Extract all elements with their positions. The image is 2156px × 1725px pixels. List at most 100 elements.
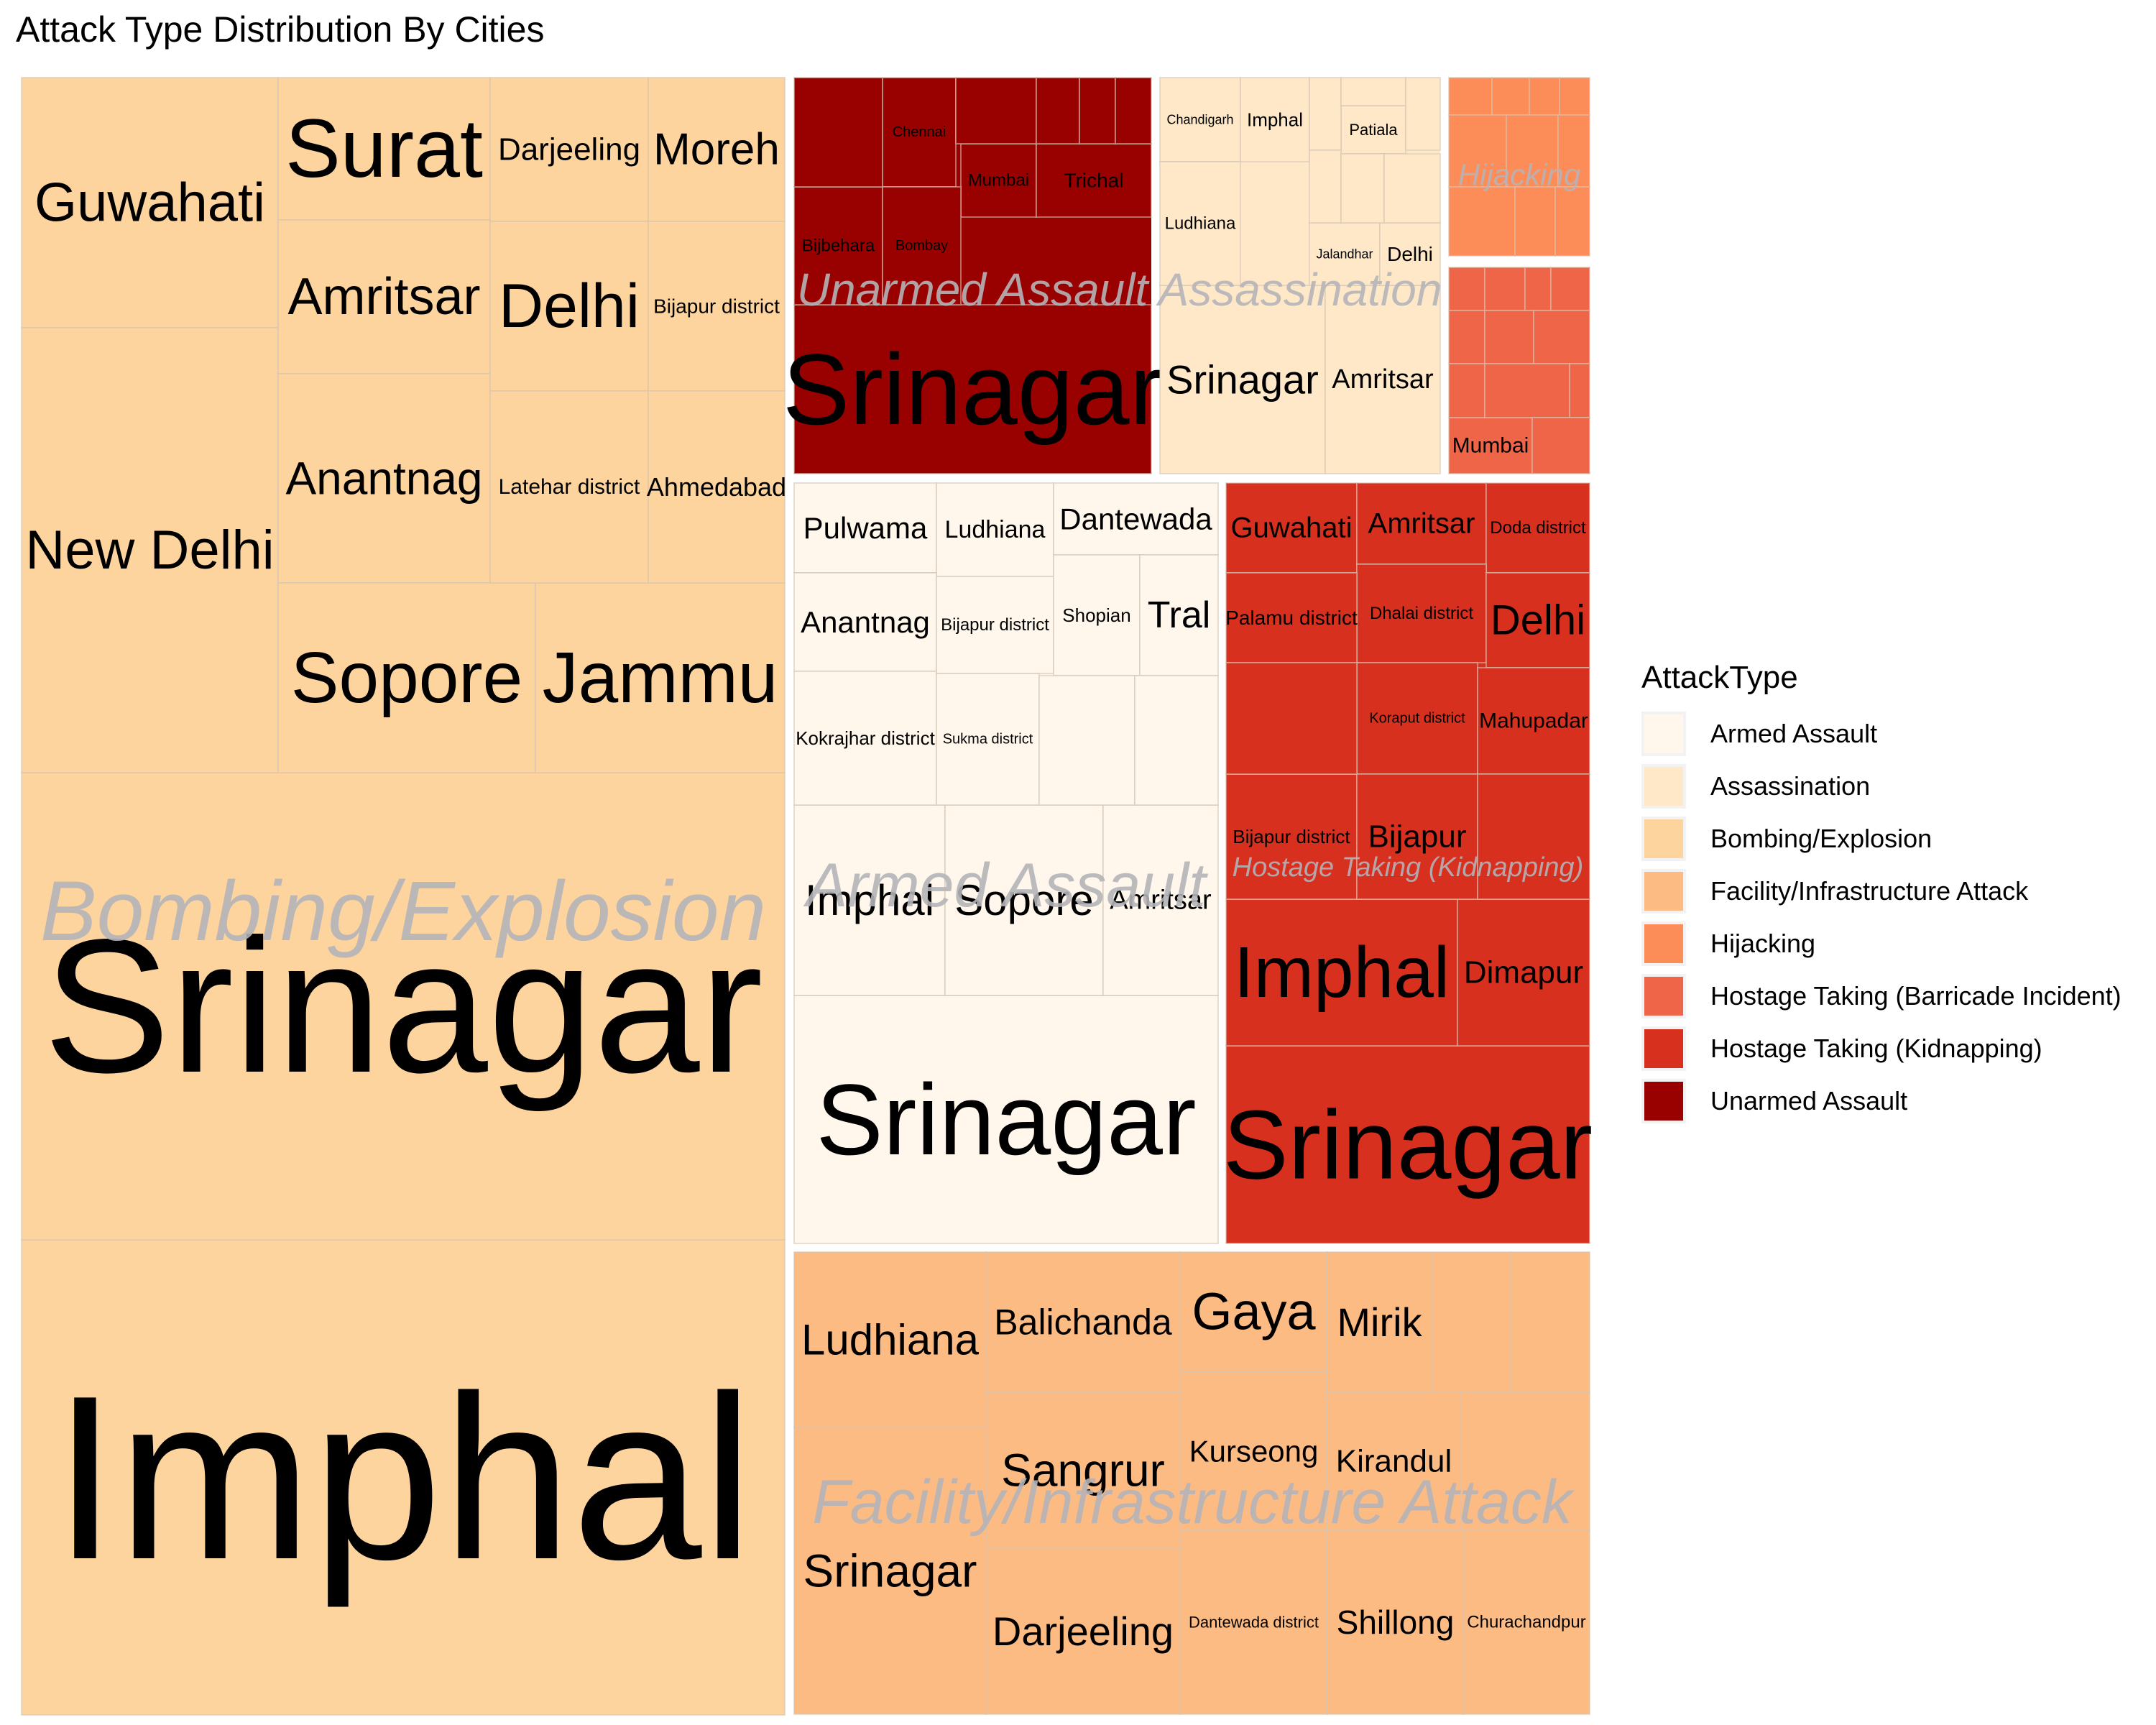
city-tile [277,77,491,221]
city-label: Srinagar [783,333,1163,446]
city-label: Jalandhar [1316,247,1373,262]
city-label: Shopian [1062,604,1130,626]
legend-title: AttackType [1641,660,1798,695]
legend-item: Hijacking [1641,917,2122,970]
city-label: Srinagar [803,1545,977,1597]
city-label: Imphal [1234,932,1450,1013]
city-tile [1159,161,1241,286]
city-label: Bijapur district [653,295,780,318]
treemap-group: Srinagar Amritsar Chandigarh Imphal Patiala L… [1159,77,1441,474]
city-tile [1139,554,1219,676]
city-label: Dantewada [1059,502,1212,536]
city-tile [1159,285,1326,474]
city-tile [1356,564,1487,663]
city-tile [1448,363,1485,418]
city-label: Delhi [499,272,640,341]
city-label: Moreh [653,125,780,175]
city-tile [1309,222,1381,286]
city-tile [793,1427,987,1715]
city-label: Mahupadar [1479,709,1588,733]
city-tile [793,995,1219,1244]
city-label: Srinagar [1166,357,1319,402]
city-tile [793,77,883,188]
city-tile [793,671,937,806]
city-tile [1457,898,1590,1046]
city-tile [793,304,1152,474]
city-label: Koraput district [1369,711,1465,727]
city-label: Amritsar [288,268,481,326]
city-tile [648,221,786,392]
city-tile [1356,662,1478,775]
legend-label: Armed Assault [1710,718,1878,748]
city-label: Bijbehara [802,236,875,256]
city-tile [1448,77,1493,116]
city-label: Kirandul [1336,1444,1452,1479]
city-tile [1477,773,1590,900]
treemap-group: Srinagar Imphal Dimapur Guwahati Amritsar Dod… [1223,482,1593,1244]
city-tile [1309,150,1342,224]
city-tile [1340,77,1406,106]
city-label: Srinagar [816,1063,1196,1176]
city-tile [648,390,786,584]
legend-label: Unarmed Assault [1710,1085,1908,1116]
group-label: Hijacking [1458,158,1580,192]
group-label: Armed Assault [803,851,1208,920]
city-tile [1531,417,1590,474]
city-tile [1462,1530,1590,1715]
city-tile [1554,186,1590,257]
city-tile [648,77,786,222]
city-tile [1460,1392,1590,1531]
city-tile [21,327,279,773]
city-label: Mumbai [968,171,1029,190]
city-tile [1038,675,1135,806]
city-tile [21,77,279,328]
city-label: Bombay [895,238,948,254]
city-tile [1102,804,1219,996]
city-label: Imphal [805,876,934,924]
city-label: Patiala [1349,121,1398,139]
city-label: Sopore [954,876,1093,924]
city-label: Sukma district [943,732,1033,748]
city-label: Latehar district [499,475,640,499]
city-tile [1225,773,1358,900]
city-label: Shillong [1337,1604,1455,1641]
city-tile [1379,222,1441,286]
city-label: Surat [285,103,483,195]
city-label: Ludhiana [1165,214,1236,234]
city-tile [21,1239,786,1716]
city-tile [1340,153,1385,224]
city-tile [1559,77,1590,116]
city-tile [1529,77,1560,116]
city-label: Imphal [1247,109,1303,131]
city-label: Amritsar [1332,364,1434,395]
legend-items: Armed Assault Assassination Bombing/Explos… [1641,707,2122,1127]
city-tile [1485,482,1590,574]
city-label: Doda district [1490,518,1586,538]
city-tile [1325,285,1441,474]
city-tile [1485,572,1590,668]
group-label: Unarmed Assault [797,264,1150,316]
legend-item: Assassination [1641,760,2122,812]
city-label: New Delhi [25,520,274,581]
city-tile [1225,572,1358,663]
city-tile [1448,267,1485,311]
city-tile [1448,186,1516,257]
city-tile [985,1251,1181,1393]
city-tile [277,582,536,773]
city-tile [1484,363,1570,418]
city-tile [1053,482,1219,556]
legend-item: Unarmed Assault [1641,1075,2122,1127]
city-tile [1557,114,1590,188]
legend-label: Hostage Taking (Kidnapping) [1710,1033,2042,1063]
city-label: Chandigarh [1166,113,1233,127]
group-label: Assassination [1156,264,1442,316]
chart-title: Attack Type Distribution By Cities [16,9,545,50]
city-tile [489,390,649,584]
city-tile [1477,667,1590,775]
city-tile [1431,1251,1511,1393]
city-tile [1510,1251,1590,1393]
treemap-group: Imphal Srinagar Guwahati New Delhi Surat Amri… [21,77,786,1716]
legend-swatch [1641,1078,1686,1123]
treemap-group: Ludhiana Srinagar Balichanda Sangrur Darjeel… [793,1251,1590,1715]
legend-label: Hostage Taking (Barricade Incident) [1710,980,2122,1011]
